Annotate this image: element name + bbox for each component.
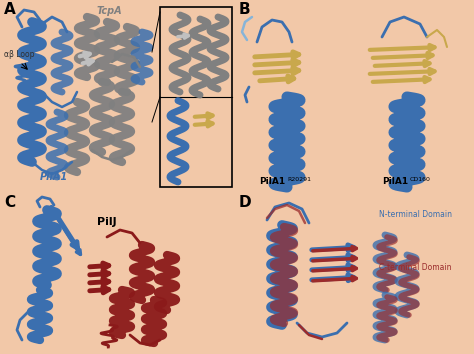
Text: A: A: [4, 2, 16, 17]
Text: PilA1: PilA1: [40, 172, 68, 182]
Text: CD160: CD160: [410, 177, 431, 182]
Text: N-terminal Domain: N-terminal Domain: [379, 210, 452, 219]
Bar: [160, 7, 232, 187]
Text: PilJ: PilJ: [97, 217, 117, 227]
Text: αβ Loop: αβ Loop: [4, 50, 35, 59]
Text: PilA1: PilA1: [259, 177, 285, 186]
Text: R20291: R20291: [287, 177, 311, 182]
Text: C-terminal Domain: C-terminal Domain: [379, 263, 452, 272]
Text: B: B: [239, 2, 251, 17]
Text: C: C: [4, 195, 15, 210]
Text: PilA1: PilA1: [382, 177, 408, 186]
Text: TcpA: TcpA: [97, 6, 123, 16]
Text: D: D: [239, 195, 252, 210]
